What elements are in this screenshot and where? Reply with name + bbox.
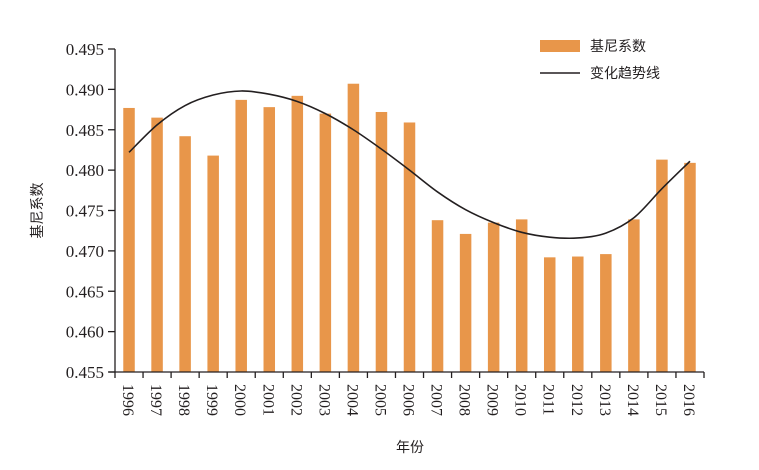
x-tick-label: 2010 [512, 384, 529, 416]
x-tick-label: 2012 [568, 384, 585, 416]
bar-1997 [151, 117, 163, 372]
bar-1999 [207, 155, 219, 372]
bar-2003 [319, 113, 332, 372]
bar-2000 [235, 99, 247, 372]
bar-2014 [628, 219, 640, 372]
y-tick-label: 0.465 [66, 282, 104, 301]
x-tick-label: 2015 [652, 384, 669, 416]
bar-2007 [431, 220, 444, 372]
x-tick-label: 2001 [259, 384, 276, 416]
x-tick-label: 2005 [371, 384, 388, 416]
x-axis-title: 年份 [396, 440, 424, 456]
x-tick-label: 2008 [456, 384, 473, 416]
x-tick-label: 2003 [315, 384, 332, 416]
y-tick-label: 0.455 [66, 363, 104, 382]
x-tick-label: 1998 [175, 384, 192, 416]
x-tick-label: 2014 [624, 384, 641, 416]
bar-2008 [459, 233, 472, 372]
axes: 0.455 0.460 0.465 0.470 0.475 0.480 0.485 0.490… [66, 40, 705, 416]
bar-2002 [291, 95, 304, 373]
x-tick-label: 2006 [400, 384, 417, 416]
x-tick-label: 2011 [540, 384, 557, 415]
x-tick-label: 1996 [119, 384, 136, 416]
y-tick-label: 0.475 [66, 202, 104, 221]
bar-2010 [515, 219, 528, 372]
y-tick-label: 0.460 [66, 323, 104, 342]
x-tick-label: 2002 [287, 384, 304, 416]
legend-bar-label: 基尼系数 [590, 38, 646, 55]
y-axis-title: 基尼系数 [29, 183, 46, 239]
bar-2001 [263, 107, 276, 372]
legend-bar-swatch [540, 40, 580, 52]
y-tick-label: 0.480 [66, 161, 104, 180]
bar-2011 [543, 257, 556, 372]
x-tick-label: 2004 [343, 384, 360, 416]
bar-2016 [684, 162, 696, 372]
legend: 基尼系数 变化趋势线 [540, 38, 660, 82]
legend-line-label: 变化趋势线 [590, 66, 660, 82]
bar-1996 [123, 107, 135, 372]
x-tick-label: 2009 [484, 384, 501, 416]
bar-2013 [600, 254, 612, 372]
bar-series [123, 83, 696, 373]
bar-2009 [487, 222, 500, 372]
y-ticks: 0.455 0.460 0.465 0.470 0.475 0.480 0.485 0.490… [66, 40, 115, 382]
x-tick-label: 1997 [147, 384, 164, 416]
x-tick-label: 2013 [596, 384, 613, 416]
bar-2015 [656, 159, 668, 372]
bar-1998 [179, 136, 191, 372]
x-ticks: 1996 1997 1998 1999 2000 2001 2002 2003 2004 2005… [119, 372, 705, 416]
bar-2005 [375, 111, 388, 373]
y-tick-label: 0.490 [66, 80, 104, 99]
bar-2006 [403, 122, 416, 372]
trend-line-series [128, 90, 691, 240]
x-tick-label: 2000 [231, 384, 248, 416]
bar-2012 [572, 256, 584, 372]
x-tick-label: 1999 [203, 384, 220, 416]
trend-line [128, 90, 691, 240]
y-tick-label: 0.470 [66, 242, 104, 261]
y-tick-label: 0.485 [66, 121, 104, 140]
bar-2004 [347, 83, 360, 372]
x-tick-label: 2007 [428, 384, 445, 416]
x-tick-label: 2016 [680, 384, 697, 416]
y-tick-label: 0.495 [66, 40, 104, 59]
